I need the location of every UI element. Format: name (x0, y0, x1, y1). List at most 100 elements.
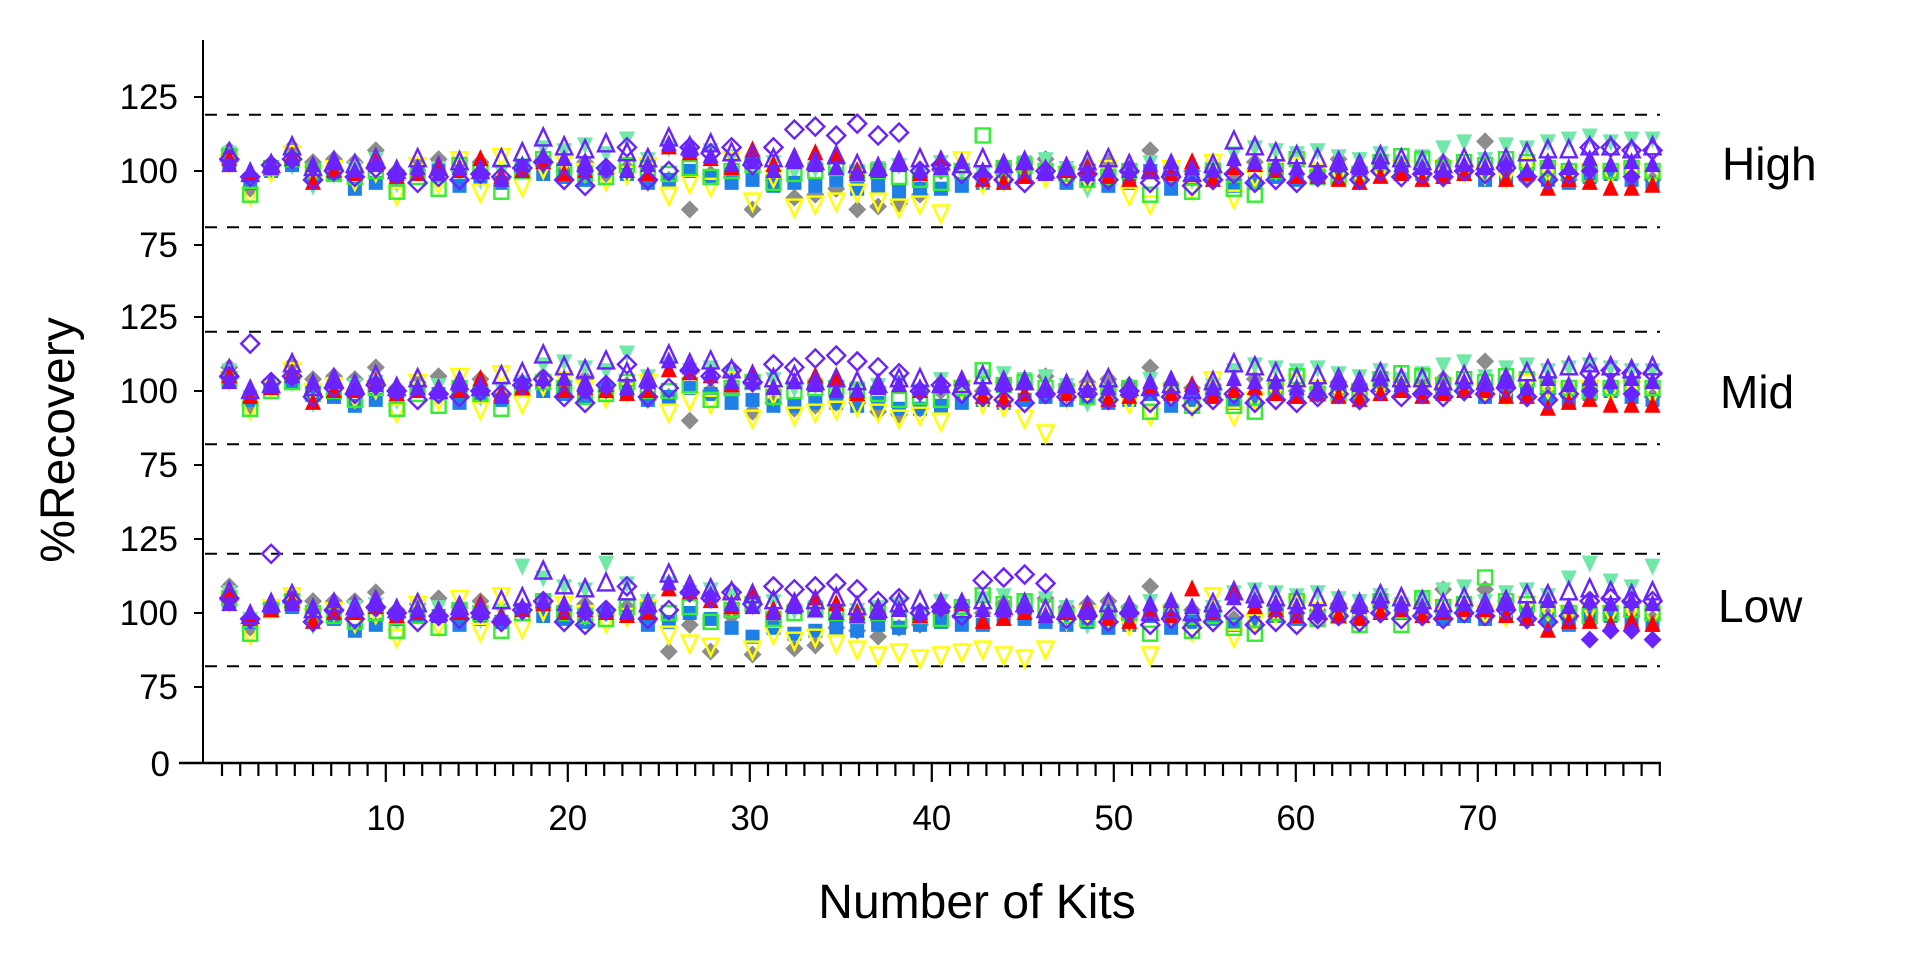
purple-triangle-open-marker (1370, 582, 1391, 604)
purple-triangle-open-marker (1224, 351, 1244, 373)
purple-diamond-open-marker (1097, 389, 1120, 411)
mint-inverted-triangle-filled-marker (1518, 582, 1535, 600)
purple-triangle-open-marker (1286, 366, 1307, 388)
purple-triangle-open-marker (1642, 579, 1663, 601)
purple-triangle-filled-marker (723, 155, 740, 173)
red-triangle-filled-marker (974, 611, 991, 629)
purple-diamond-open-marker (1516, 386, 1538, 408)
purple-triangle-filled-marker (1351, 375, 1368, 393)
red-triangle-filled-marker (1225, 381, 1242, 398)
purple-diamond-open-marker (218, 148, 240, 170)
purple-triangle-open-marker (1119, 594, 1140, 616)
purple-diamond-open-marker (972, 569, 994, 592)
yellow-inverted-triangle-open-marker (449, 590, 470, 612)
purple-diamond-open-marker (762, 136, 785, 159)
purple-diamond-open-marker (1411, 163, 1433, 185)
blue-square-filled-marker (808, 178, 823, 193)
red-triangle-filled-marker (1184, 579, 1201, 597)
green-square-open-marker (1225, 397, 1243, 414)
purple-diamond-open-marker (1181, 395, 1203, 417)
purple-diamond-open-marker (1076, 163, 1099, 185)
purple-diamond-open-marker (260, 543, 282, 565)
purple-triangle-filled-marker (786, 597, 803, 615)
gray-diamond-filled-marker (1141, 141, 1160, 160)
purple-diamond-open-marker (783, 356, 806, 379)
panel-low (205, 543, 1664, 671)
mint-inverted-triangle-filled-marker (1246, 582, 1263, 600)
purple-diamond-open-marker (699, 142, 722, 164)
purple-diamond-open-marker (1599, 587, 1622, 609)
purple-diamond-open-marker (1641, 139, 1664, 161)
red-triangle-filled-marker (1456, 381, 1473, 398)
green-square-open-marker (1141, 186, 1159, 203)
purple-triangle-open-marker (972, 146, 993, 168)
purple-diamond-open-marker (595, 374, 617, 396)
purple-triangle-open-marker (449, 149, 470, 171)
purple-triangle-open-marker (1621, 582, 1642, 604)
purple-diamond-open-marker (1411, 605, 1433, 627)
purple-triangle-open-marker (1286, 143, 1307, 165)
mint-inverted-triangle-filled-marker (1309, 585, 1326, 603)
purple-diamond-open-marker (1139, 172, 1161, 194)
yellow-inverted-triangle-open-marker (931, 646, 951, 668)
purple-diamond-open-marker (1265, 389, 1287, 411)
purple-diamond-open-marker (1202, 389, 1224, 411)
purple-triangle-open-marker (951, 152, 972, 174)
green-square-open-marker (388, 183, 405, 200)
purple-triangle-filled-marker (995, 375, 1012, 393)
purple-triangle-open-marker (742, 143, 763, 165)
purple-triangle-open-marker (679, 351, 700, 373)
purple-diamond-open-marker (888, 587, 910, 609)
purple-diamond-open-marker (448, 169, 471, 191)
purple-diamond-filled-marker (1580, 382, 1599, 400)
purple-triangle-filled-marker (1330, 594, 1347, 612)
purple-diamond-open-marker (951, 605, 973, 627)
green-square-open-marker (932, 174, 950, 192)
purple-triangle-filled-marker (388, 603, 405, 620)
purple-diamond-open-marker (1369, 160, 1392, 182)
series-purple-diamond-open (218, 112, 1664, 197)
purple-diamond-open-marker (679, 359, 701, 381)
y-tick-label: 75 (139, 226, 178, 265)
purple-diamond-open-marker (930, 154, 952, 176)
blue-square-filled-marker (640, 617, 655, 632)
purple-triangle-open-marker (1579, 134, 1600, 156)
purple-triangle-open-marker (868, 597, 889, 619)
purple-diamond-open-marker (1579, 136, 1601, 159)
purple-triangle-filled-marker (535, 369, 552, 387)
purple-triangle-filled-marker (786, 152, 803, 170)
purple-triangle-filled-marker (221, 155, 238, 173)
purple-triangle-open-marker (1391, 146, 1412, 168)
purple-diamond-open-marker (699, 365, 722, 387)
purple-triangle-open-marker (1161, 372, 1182, 394)
purple-diamond-open-marker (406, 172, 429, 194)
purple-triangle-open-marker (1433, 152, 1454, 174)
purple-diamond-open-marker (574, 614, 596, 636)
purple-diamond-open-marker (1013, 172, 1036, 194)
purple-triangle-open-marker (847, 594, 868, 616)
red-triangle-filled-marker (305, 392, 321, 410)
purple-triangle-open-marker (1517, 140, 1537, 162)
purple-triangle-filled-marker (1225, 369, 1242, 387)
purple-diamond-open-marker (302, 169, 324, 191)
purple-diamond-open-marker (218, 365, 240, 387)
purple-diamond-open-marker (406, 389, 429, 411)
purple-triangle-filled-marker (639, 372, 656, 390)
purple-triangle-open-marker (303, 155, 323, 177)
yellow-inverted-triangle-open-marker (679, 391, 700, 413)
purple-diamond-open-marker (448, 386, 471, 408)
purple-triangle-open-marker (303, 375, 323, 397)
green-square-open-marker (1225, 619, 1243, 636)
purple-diamond-open-marker (1558, 605, 1580, 627)
yellow-inverted-triangle-open-marker (470, 622, 491, 644)
red-triangle-filled-marker (1351, 608, 1368, 626)
green-square-open-marker (388, 622, 405, 639)
red-triangle-filled-marker (305, 611, 321, 629)
purple-diamond-open-marker (1076, 605, 1099, 627)
purple-triangle-open-marker (1517, 360, 1537, 382)
blue-square-filled-marker (829, 620, 844, 635)
blue-square-filled-marker (871, 617, 886, 632)
purple-diamond-open-marker (302, 386, 324, 408)
purple-triangle-filled-marker (702, 363, 719, 381)
purple-triangle-open-marker (219, 357, 240, 379)
